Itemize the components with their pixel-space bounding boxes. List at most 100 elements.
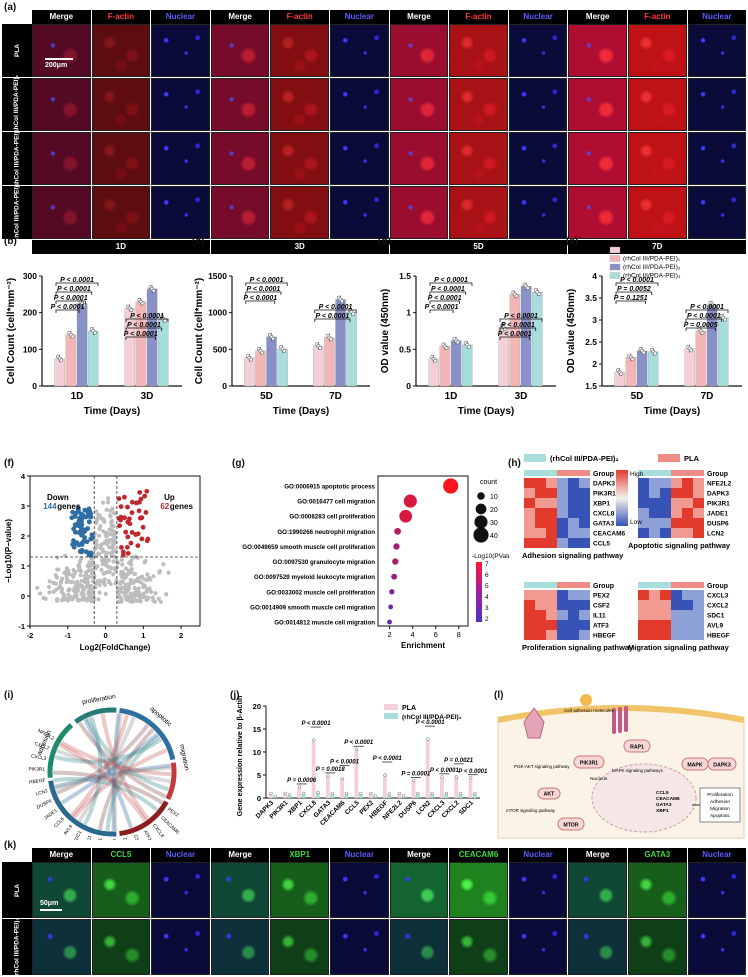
point-neutral [135,598,140,604]
point-neutral [144,577,150,583]
point-down [80,512,86,518]
point-neutral [82,574,87,579]
chord-diagram-i: proliferationapoptoticmigrationadhesionP… [28,693,190,840]
y-tick-label: 200 [23,308,37,318]
replicate-point [93,330,97,335]
heatmap-cell [693,488,704,498]
point-down [77,529,83,534]
bar [468,777,473,798]
bar [313,345,324,387]
chord-ribbon [97,728,155,831]
micrograph-tile [91,132,151,185]
heatmap-cell [671,488,682,498]
point-neutral [111,537,116,542]
point-neutral [84,584,89,589]
gene-label: AVL9 [707,623,724,630]
pathway-node [573,755,605,769]
chord-ribbon [54,737,163,764]
outcome-label: Adhesion [710,799,730,805]
x-axis-title: Time (Days) [84,406,141,417]
point-neutral [96,597,101,602]
nuclear-header: Nuclear [330,848,389,862]
node-label: RAP1 [630,745,644,751]
go-term-label: GO:0014812 muscle cell migration [274,620,375,627]
bar [718,317,729,387]
plot-area: 0 500 1000 1500 5D 7D Time (Days) Cell Count (c… [194,271,370,417]
significance-bracket [615,291,653,295]
point-neutral [116,588,121,593]
significance-bracket [685,318,723,322]
target-gene-label: XBP1 [656,808,669,814]
go-enrichment-g: GO:0006915 apoptotic process GO:0016477 c… [242,475,510,650]
heatmap-area: (rhCol III/PDA-PEI)₂ PLA Group DAPK3 PIK3R1 X… [522,454,732,652]
group-bar-treated [524,582,557,588]
y-tick-label: 1 [21,562,25,571]
schematic-label: Cell adhesion molecules [564,708,614,713]
heatmap-cell [535,620,546,630]
gene-label: LCN2 [707,531,724,538]
heatmap-cell [524,488,535,498]
heatmap-cell [546,538,557,548]
go-term-dot [392,558,399,565]
bar [368,793,373,798]
point-neutral [123,593,129,598]
micrograph-tile [389,862,449,918]
point-neutral [78,568,84,574]
heatmap-cell [649,610,660,620]
y-tick-label: 2 [592,359,597,369]
group-label: Group [707,471,728,478]
replicate-point [344,791,349,796]
point-neutral [125,588,130,593]
point-up [129,510,135,516]
legend-label: PLA [623,247,636,254]
p-value-label: P < 0.0001 [60,277,94,284]
bar [76,303,88,387]
node-label: DAPK3 [713,763,731,769]
heatmap-cell [660,610,671,620]
heatmap-cell [693,620,704,630]
bar [428,358,439,387]
heatmap-cell [649,508,660,518]
heatmap-cell [671,610,682,620]
p-value-label: P < 0.0001 [315,313,349,320]
go-term-label: GO:0006915 apoptotic process [284,484,375,491]
micrograph-tile [628,186,687,239]
heatmap-cell [682,478,693,488]
point-neutral [76,582,81,588]
marker-header: CEACAM6 [449,848,508,862]
nuclear-header-3: Nuclear [687,10,747,24]
micrograph-tile [270,24,329,77]
node-label: MAPK [687,763,703,769]
gene-label: SDC1 [72,830,83,840]
node-label: MTOR [563,823,578,829]
heatmap-cell [568,620,579,630]
x-tick-label: SDC1 [458,799,475,816]
micrograph-tile [210,132,270,185]
point-neutral [87,560,92,565]
go-term-label: GO:0049659 smooth muscle cell proliferat… [242,544,375,551]
heatmap-cell [579,478,590,488]
bar [684,348,695,387]
replicate-point [440,775,444,779]
group-bar-pla [671,470,704,476]
bar [297,786,302,798]
go-term-label: GO:0008283 cell proliferation [289,514,375,521]
micrograph-tile [687,78,747,131]
replicate-point [700,330,705,335]
point-neutral [138,580,143,585]
plot-area: 0 5 10 15 20 Gene expression relative to β-Ac… [235,696,488,827]
micrograph-tile [449,132,508,185]
heatmap-cell [568,528,579,538]
scale-bar-label: 50μm [40,900,62,911]
go-term-label: GO:1990266 neutrophil migration [277,529,375,536]
gene-expression-chart-j: 0 5 10 15 20 Gene expression relative to β-Ac… [235,696,488,827]
x-axis-title: Time (Days) [644,406,701,417]
bar [301,793,306,798]
chord-ribbon [77,721,167,799]
heatmap-cell [546,610,557,620]
bar [450,340,462,387]
point-up [137,490,143,495]
point-neutral [65,569,70,574]
micrograph-tile [32,919,91,975]
